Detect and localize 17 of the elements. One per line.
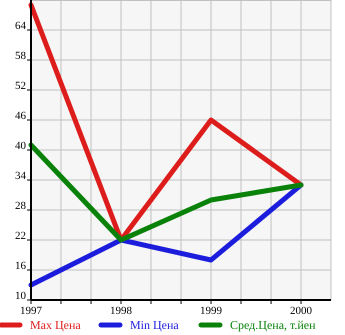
y-tick-label: 10 xyxy=(15,290,26,302)
y-tick-label: 34 xyxy=(15,170,26,182)
legend-label: Min Цена xyxy=(130,318,180,332)
y-tick-label: 40 xyxy=(15,140,26,152)
x-tick-label: 1997 xyxy=(20,305,42,317)
y-tick-label: 46 xyxy=(15,110,26,122)
y-tick-label: 28 xyxy=(15,200,26,212)
y-tick-label: 16 xyxy=(15,260,26,272)
x-tick-label: 1998 xyxy=(110,305,133,317)
y-tick-label: 52 xyxy=(15,80,26,92)
x-tick-label: 1999 xyxy=(200,305,223,317)
legend-label: Сред.Цена, т.йен xyxy=(230,318,316,332)
y-tick-label: 22 xyxy=(15,230,26,242)
legend-label: Max Цена xyxy=(30,318,82,332)
y-tick-label: 58 xyxy=(15,50,26,62)
y-tick-label: 64 xyxy=(15,20,26,32)
x-tick-label: 2000 xyxy=(290,305,313,317)
